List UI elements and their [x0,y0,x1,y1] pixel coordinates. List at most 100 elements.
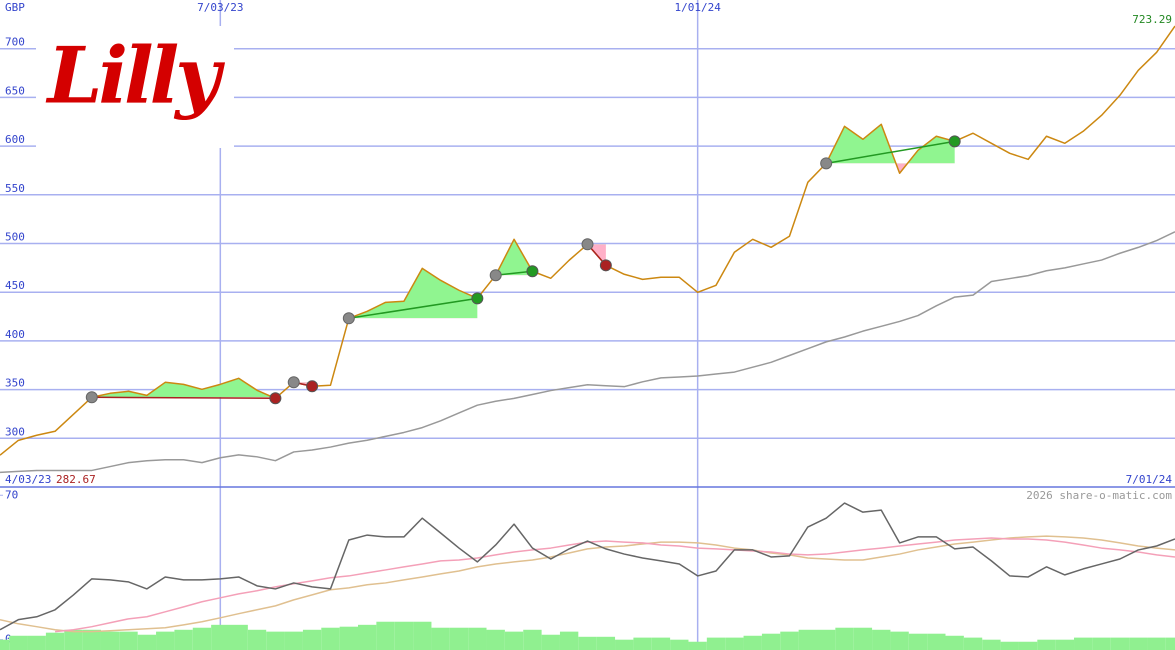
exit-marker [471,292,484,305]
exit-marker [948,135,961,148]
volume-bar [670,639,689,650]
series-line [0,231,1175,474]
volume-bar [982,639,1001,650]
entry-marker [342,312,355,325]
first-price-label: 282.67 [56,473,96,486]
volume-bar [266,631,285,650]
volume-bar [835,627,854,650]
volume-bar [1000,641,1019,650]
trade-line [348,297,478,320]
y-tick-label: 700 [5,36,25,49]
volume-bar [394,621,414,650]
volume-bar [64,629,83,650]
volume-bar [247,629,267,650]
volume-bar [927,633,946,650]
volume-bar [1110,637,1130,650]
volume-bar [376,621,395,650]
logo-background [36,26,234,148]
logo-box: Lilly [36,26,234,148]
watermark: 2026 share-o-matic.com [1026,489,1172,502]
entry-marker [489,269,502,282]
volume-bar [706,637,726,650]
volume-bar [174,629,193,650]
volume-bar [1074,637,1093,650]
volume-bar [27,635,46,650]
exit-marker [306,380,319,393]
trade-gain-area [91,378,276,398]
volume-bar [945,635,964,650]
volume-bar [229,624,248,650]
volume-bar [1037,639,1056,650]
volume-bar [431,627,450,650]
volume-bar [192,627,212,650]
volume-bar [358,624,377,650]
volume-bar [468,627,487,650]
trade-line [495,270,533,276]
volume-bar [45,632,65,650]
volume-bar [82,629,101,650]
volume-bar [1165,637,1175,650]
volume-bar [0,639,10,650]
x-end-label: 7/01/24 [1126,473,1173,486]
y-tick-label: 650 [5,84,25,97]
volume-bar [1092,637,1111,650]
y-tick-label: 500 [5,231,25,244]
y-tick-label: 450 [5,279,25,292]
entry-marker [820,157,833,170]
volume-bar [725,637,744,650]
trade-line [91,396,276,400]
trade-gain-area [495,239,533,276]
volume-bar [872,629,891,650]
trade-line [826,140,955,165]
y-tick-label: 550 [5,182,25,195]
volume-bar [651,637,671,650]
volume-bar [743,635,762,650]
series-line [0,535,1175,633]
y-tick-label: 0 [5,633,12,646]
volume-bar [137,634,157,650]
x-tick-label: 1/01/24 [674,1,721,14]
volume-bar [211,624,230,650]
volume-bar [523,629,542,650]
volume-bar [504,631,524,650]
volume-bar [633,637,652,650]
y-tick-label: 300 [5,425,25,438]
volume-bar [284,631,303,650]
volume-bar [156,631,175,650]
exit-marker [599,259,612,272]
last-price-label: 723.29 [1132,13,1172,26]
volume-bar [615,639,634,650]
entry-marker [581,238,594,251]
trade-gain-area [826,124,955,164]
volume-bar [1129,637,1148,650]
volume-bar [1018,641,1038,650]
volume-bar [963,637,983,650]
volume-bar [9,635,28,650]
exit-marker [526,265,539,278]
volume-bar [559,631,579,650]
y-tick-label: 70 [5,488,18,501]
x-tick-label: 7/03/23 [197,1,243,14]
volume-bar [413,621,432,650]
entry-marker [287,376,300,389]
entry-marker [85,391,98,404]
volume-bar [578,636,597,650]
volume-bar [596,636,616,650]
trade-gain-area [348,268,478,319]
y-tick-label: 600 [5,133,25,146]
volume-bar [449,627,469,650]
volume-bar [339,626,359,650]
exit-marker [269,392,282,405]
volume-bar [486,629,505,650]
volume-bar [1147,637,1166,650]
volume-bar [688,641,707,650]
series-line [0,502,1175,631]
volume-bar [100,631,120,650]
volume-bar [890,631,909,650]
logo: Lilly [45,31,225,122]
y-tick-label: 350 [5,377,25,390]
volume-bar [321,627,340,650]
